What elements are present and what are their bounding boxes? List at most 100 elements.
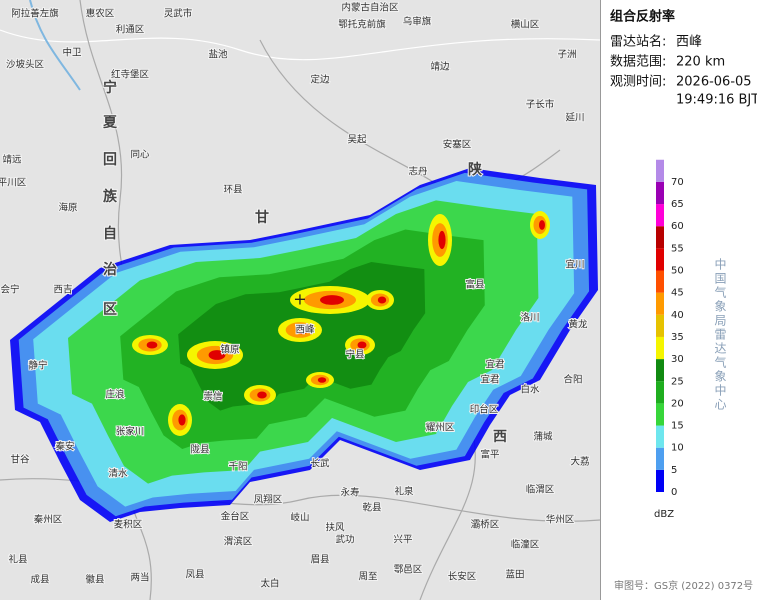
place-label: 平川区 (0, 178, 27, 189)
place-label: 洛川 (520, 312, 539, 324)
place-label: 安塞区 (443, 139, 472, 151)
place-label: 靖远 (2, 154, 22, 166)
place-label: 横山区 (511, 19, 540, 31)
place-label: 印台区 (470, 404, 499, 416)
place-label: 周至 (358, 572, 377, 583)
place-label: 徽县 (85, 574, 104, 586)
station-label: 雷达站名: (610, 34, 666, 50)
legend-label: 0 (671, 487, 677, 498)
place-label: 两当 (130, 572, 149, 584)
place-label: 盐池 (208, 49, 228, 61)
echo-cell (317, 377, 327, 383)
legend-swatch (656, 469, 664, 492)
place-label: 宜君 (480, 374, 500, 386)
place-label: 灵武市 (164, 8, 193, 20)
echo-cell (208, 350, 226, 360)
legend-label: 65 (671, 199, 684, 210)
credit: 中国气象局雷达气象中心 (713, 257, 727, 412)
place-label: 蒲城 (533, 431, 553, 443)
place-label: 宜君 (485, 359, 505, 371)
place-label: 武功 (335, 534, 354, 546)
place-label: 清水 (108, 468, 128, 480)
date: 2026-06-05 (676, 75, 752, 90)
place-label: 蓝田 (505, 569, 524, 581)
echo-cell (357, 341, 367, 349)
time-label: 观测时间: (610, 75, 666, 90)
echo-cell (320, 295, 344, 305)
station: 西峰 (676, 35, 702, 50)
place-label: 扶风 (325, 522, 345, 534)
legend-label: 45 (671, 288, 684, 299)
legend-swatch (656, 314, 664, 337)
echo-cell (539, 220, 545, 230)
place-label: 镇原 (220, 344, 239, 356)
place-label: 宁 (103, 79, 117, 96)
place-label: 利通区 (116, 24, 145, 36)
place-label: 太白 (260, 578, 279, 590)
legend-swatch (656, 447, 664, 470)
place-label: 沙坡头区 (6, 59, 45, 71)
place-label: 鄂托克前旗 (338, 19, 386, 31)
place-label: 张家川 (116, 426, 145, 438)
place-label: 陇县 (190, 444, 209, 456)
legend-swatch (656, 248, 664, 271)
place-label: 乾县 (362, 502, 381, 514)
place-label: 黄龙 (568, 319, 588, 331)
place-label: 乌审旗 (403, 16, 432, 28)
legend-swatch (656, 425, 664, 448)
legend-swatch (656, 226, 664, 249)
place-label: 西吉 (53, 285, 72, 296)
place-label: 西峰 (295, 325, 315, 336)
place-label: 会宁 (0, 284, 19, 296)
legend-label: 60 (671, 221, 684, 232)
place-label: 族 (103, 188, 118, 205)
place-label: 吴起 (347, 135, 367, 146)
legend-swatch (656, 204, 664, 227)
place-label: 静宁 (28, 360, 47, 372)
place-label: 海原 (58, 202, 77, 214)
legend-label: 35 (671, 332, 684, 343)
place-label: 凤翔区 (254, 494, 283, 506)
place-label: 长安区 (448, 571, 477, 583)
legend-swatch (656, 181, 664, 205)
legend: 0 5 10 15 20 25 30 35 40 45 50 55 60 65 70 (656, 159, 684, 498)
panel-title: 组合反射率 (610, 9, 675, 25)
place-label: 金台区 (221, 511, 250, 523)
approval: 审图号：GS京 (2022) 0372号 (614, 579, 753, 592)
place-label: 秦州区 (34, 514, 63, 526)
place-label: 麦积区 (114, 519, 143, 531)
place-label: 同心 (130, 150, 150, 161)
place-label: 靖边 (430, 61, 450, 73)
legend-label: 30 (671, 354, 684, 365)
place-label: 宁县 (345, 349, 364, 361)
echo-cell (295, 325, 309, 335)
legend-label: 5 (671, 465, 677, 476)
place-label: 大荔 (570, 456, 589, 468)
place-label: 治 (103, 261, 117, 278)
place-label: 眉县 (310, 555, 329, 566)
place-label: 岐山 (290, 512, 309, 524)
place-label: 阿拉善左旗 (11, 8, 59, 20)
legend-swatch (656, 359, 664, 382)
legend-swatch (656, 159, 664, 182)
place-label: 甘 (255, 209, 269, 226)
place-label: 自 (103, 225, 117, 242)
place-label: 子洲 (557, 50, 576, 61)
place-label: 渭滨区 (224, 536, 253, 548)
place-label: 凤县 (185, 570, 204, 581)
place-label: 秦安 (55, 441, 74, 453)
place-label: 白水 (520, 384, 540, 396)
echo-cell (146, 341, 158, 349)
legend-swatch (656, 403, 664, 426)
info-panel (600, 0, 757, 600)
place-label: 鄠邑区 (394, 565, 423, 576)
legend-label: 40 (671, 310, 684, 321)
legend-label: 10 (671, 443, 684, 454)
place-label: 子长市 (526, 99, 555, 111)
place-label: 临渭区 (526, 484, 555, 496)
place-label: 志丹 (408, 166, 427, 178)
place-label: 回 (103, 152, 117, 168)
echo-cell (438, 230, 446, 250)
place-label: 耀州区 (426, 423, 455, 434)
legend-label: 15 (671, 421, 684, 432)
